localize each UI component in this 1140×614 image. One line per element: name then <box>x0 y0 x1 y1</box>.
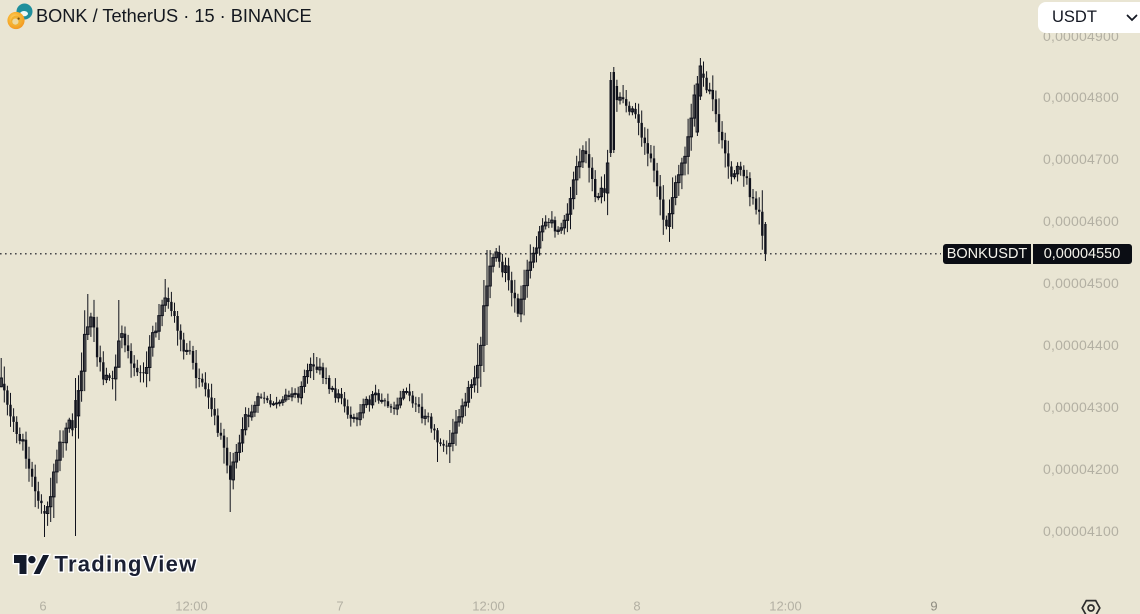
svg-text:TradingView: TradingView <box>55 552 198 577</box>
